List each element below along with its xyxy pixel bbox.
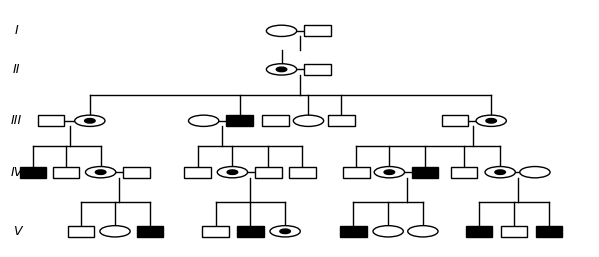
Bar: [262, 115, 289, 126]
Bar: [184, 167, 211, 178]
Bar: [340, 226, 367, 237]
Ellipse shape: [373, 226, 403, 237]
Ellipse shape: [189, 115, 219, 126]
Bar: [328, 115, 355, 126]
Circle shape: [280, 229, 291, 234]
Bar: [202, 226, 229, 237]
Ellipse shape: [476, 115, 506, 126]
Bar: [304, 64, 331, 75]
Ellipse shape: [270, 226, 300, 237]
Bar: [123, 167, 150, 178]
Circle shape: [495, 170, 506, 175]
Text: II: II: [13, 63, 20, 76]
Bar: [53, 167, 79, 178]
Bar: [304, 25, 331, 36]
Ellipse shape: [217, 167, 247, 178]
Circle shape: [84, 118, 95, 123]
Bar: [466, 226, 492, 237]
Bar: [255, 167, 282, 178]
Circle shape: [227, 170, 238, 175]
Ellipse shape: [374, 167, 404, 178]
Circle shape: [486, 118, 497, 123]
Circle shape: [384, 170, 395, 175]
Bar: [68, 226, 94, 237]
Bar: [536, 226, 562, 237]
Text: III: III: [11, 114, 22, 127]
Ellipse shape: [100, 226, 130, 237]
Text: IV: IV: [11, 166, 23, 179]
Bar: [38, 115, 64, 126]
Bar: [412, 167, 438, 178]
Text: V: V: [13, 225, 21, 238]
Bar: [289, 167, 316, 178]
Bar: [137, 226, 163, 237]
Bar: [442, 115, 468, 126]
Bar: [451, 167, 477, 178]
Ellipse shape: [86, 167, 116, 178]
Circle shape: [276, 67, 287, 72]
Bar: [237, 226, 264, 237]
Ellipse shape: [267, 25, 297, 36]
Bar: [343, 167, 370, 178]
Ellipse shape: [267, 64, 297, 75]
Bar: [20, 167, 46, 178]
Bar: [226, 115, 253, 126]
Ellipse shape: [408, 226, 438, 237]
Ellipse shape: [75, 115, 105, 126]
Ellipse shape: [485, 167, 515, 178]
Ellipse shape: [294, 115, 323, 126]
Text: I: I: [15, 24, 19, 37]
Ellipse shape: [520, 167, 550, 178]
Circle shape: [95, 170, 106, 175]
Bar: [501, 226, 527, 237]
